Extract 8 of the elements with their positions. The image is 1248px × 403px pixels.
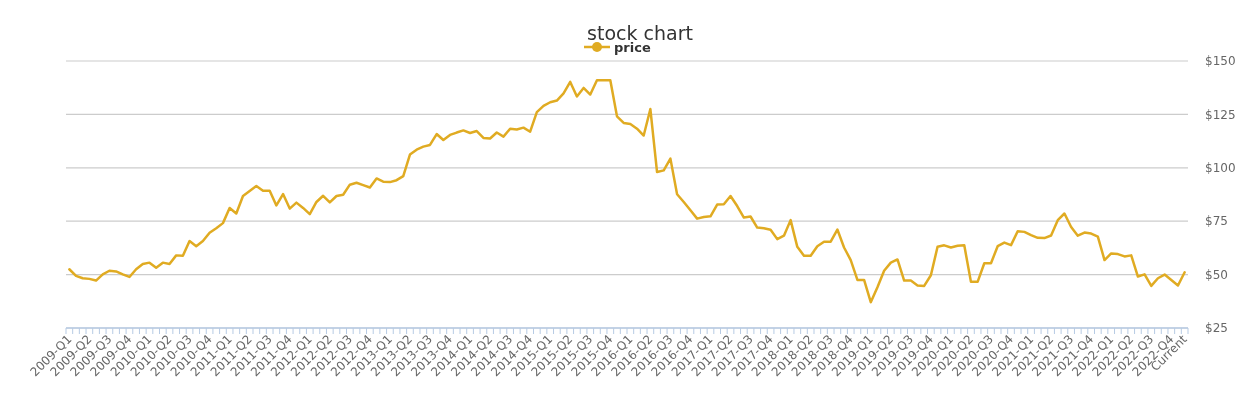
y-tick-label: $125: [1205, 107, 1236, 122]
y-tick-label: $150: [1205, 54, 1236, 69]
y-tick-label: $50: [1205, 267, 1228, 282]
legend-label: price: [614, 39, 651, 55]
line-series: [68, 78, 1186, 304]
y-tick-label: $75: [1205, 214, 1228, 229]
y-tick-label: $25: [1205, 321, 1228, 336]
y-tick-label: $100: [1205, 161, 1236, 175]
